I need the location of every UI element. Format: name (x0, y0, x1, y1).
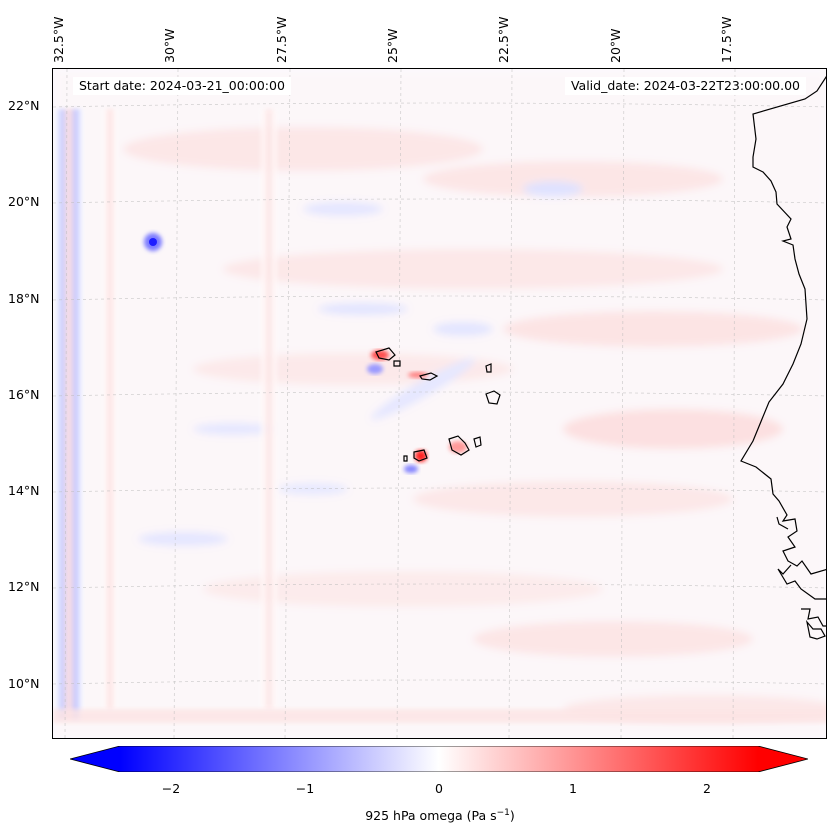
start-date-label: Start date: 2024-03-21_00:00:00 (73, 77, 291, 95)
lon-label-17-5w: 17.5°W (719, 16, 734, 63)
colorbar-tick-0: 0 (435, 781, 443, 796)
lon-label-20w: 20°W (608, 28, 623, 63)
graticule (53, 69, 826, 738)
colorbar (70, 746, 808, 772)
lat-label-10n: 10°N (8, 676, 40, 691)
africa-coastline (740, 75, 826, 575)
lon-label-30w: 30°W (162, 28, 177, 63)
valid-date-label: Valid_date: 2024-03-22T23:00:00.00 (564, 77, 806, 95)
colorbar-gradient (120, 746, 758, 772)
colorbar-tick-1: 1 (569, 781, 577, 796)
lon-label-22-5w: 22.5°W (496, 16, 511, 63)
map-panel[interactable]: Start date: 2024-03-21_00:00:00 Valid_da… (52, 68, 827, 739)
colorbar-tick-2: 2 (703, 781, 711, 796)
lat-label-20n: 20°N (8, 194, 40, 209)
lat-label-22n: 22°N (8, 98, 40, 113)
lon-label-27-5w: 27.5°W (274, 16, 289, 63)
lon-label-25w: 25°W (385, 28, 400, 63)
coastlines (375, 75, 826, 640)
omega-field (53, 69, 826, 738)
lat-label-14n: 14°N (8, 483, 40, 498)
lon-label-32-5w: 32.5°W (51, 16, 66, 63)
lat-label-18n: 18°N (8, 291, 40, 306)
boundary-stripe-west (55, 109, 83, 719)
colorbar-extend-low (70, 746, 120, 772)
lat-label-12n: 12°N (8, 579, 40, 594)
colorbar-extend-high (758, 746, 808, 772)
omega-field-map (53, 69, 826, 738)
colorbar-tick-minus2: −2 (161, 781, 181, 796)
colorbar-tick-minus1: −1 (295, 781, 315, 796)
lat-label-16n: 16°N (8, 387, 40, 402)
colorbar-caption: 925 hPa omega (Pa s−1) (365, 808, 515, 824)
omega-extrema (144, 233, 467, 473)
